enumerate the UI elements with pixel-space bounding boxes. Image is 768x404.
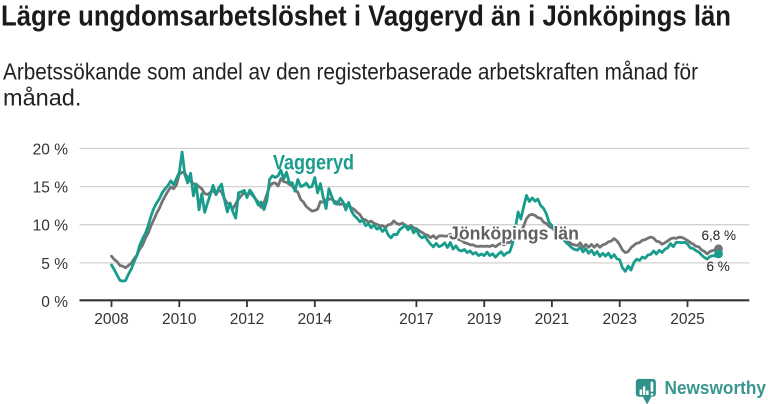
svg-text:Jönköpings län: Jönköpings län xyxy=(449,224,579,244)
svg-text:2021: 2021 xyxy=(535,311,569,328)
svg-text:20 %: 20 % xyxy=(33,141,69,158)
svg-text:2019: 2019 xyxy=(467,311,501,328)
svg-text:Arbetssökande som andel av den: Arbetssökande som andel av den registerb… xyxy=(3,59,698,85)
svg-text:2008: 2008 xyxy=(94,311,128,328)
svg-text:5 %: 5 % xyxy=(41,256,68,273)
svg-text:Lägre ungdomsarbetslöshet i Va: Lägre ungdomsarbetslöshet i Vaggeryd än … xyxy=(1,1,731,33)
svg-text:2023: 2023 xyxy=(602,311,636,328)
svg-text:0 %: 0 % xyxy=(41,294,68,311)
svg-text:6,8 %: 6,8 % xyxy=(702,228,737,243)
svg-text:2012: 2012 xyxy=(230,311,264,328)
svg-text:15 %: 15 % xyxy=(33,180,69,197)
svg-text:Vaggeryd: Vaggeryd xyxy=(273,152,354,175)
svg-text:Newsworthy: Newsworthy xyxy=(665,377,767,398)
svg-text:2017: 2017 xyxy=(399,311,433,328)
svg-text:10 %: 10 % xyxy=(33,218,69,235)
svg-text:2010: 2010 xyxy=(162,311,197,328)
svg-text:2014: 2014 xyxy=(298,311,333,328)
svg-text:månad.: månad. xyxy=(3,85,81,111)
svg-text:6 %: 6 % xyxy=(707,259,730,274)
svg-text:2025: 2025 xyxy=(670,311,704,328)
